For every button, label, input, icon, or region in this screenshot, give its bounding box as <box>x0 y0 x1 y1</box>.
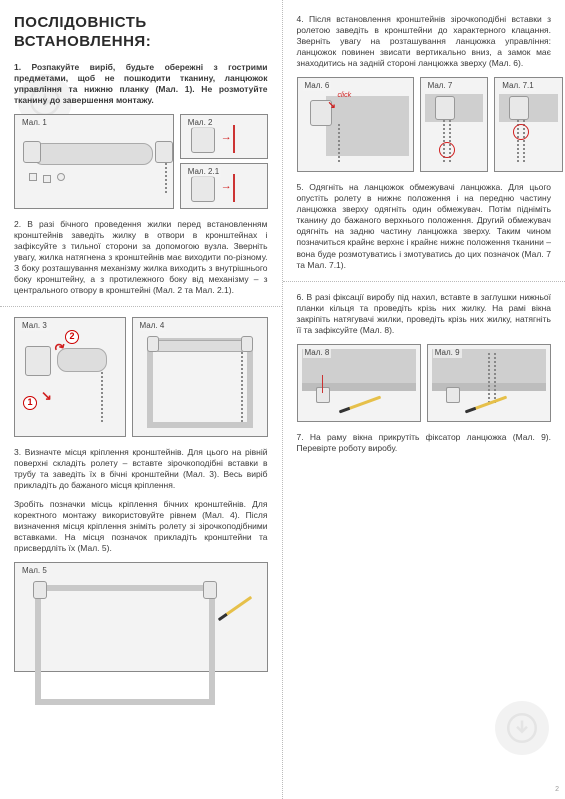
figure-5: Мал. 5 <box>14 562 268 672</box>
step-4-text: 4. Після встановлення кронштейнів зірочк… <box>297 14 552 69</box>
left-column: ПОСЛІДОВНІСТЬ ВСТАНОВЛЕННЯ: 1. Розпакуйт… <box>0 0 283 799</box>
figure-label: Мал. 2 <box>186 118 215 128</box>
figure-row-3: Мал. 5 <box>14 562 268 672</box>
figure-row-4: Мал. 6 click ↘ Мал. 7 Мал. 7.1 <box>297 77 552 172</box>
click-label: click <box>338 92 352 101</box>
step-7-text: 7. На раму вікна прикрутіть фіксатор лан… <box>297 432 552 454</box>
figure-label: Мал. 7 <box>426 81 455 91</box>
figure-row-2: Мал. 3 1 2 ↘ ↷ Мал. 4 <box>14 317 268 437</box>
page-number: 2 <box>555 786 559 795</box>
step-2-text: 2. В разі бічного проведення жилки перед… <box>14 219 268 296</box>
figure-label: Мал. 4 <box>138 321 167 331</box>
figure-row-5: Мал. 8 Мал. 9 <box>297 344 552 422</box>
figure-2-1: Мал. 2.1 → <box>180 163 269 209</box>
step-3a-text: 3. Визначте місця кріплення кронштейнів.… <box>14 447 268 491</box>
figure-label: Мал. 6 <box>303 81 332 91</box>
step-3b-text: Зробіть позначки місць кріплення бічних … <box>14 499 268 554</box>
figure-6: Мал. 6 click ↘ <box>297 77 414 172</box>
figure-3: Мал. 3 1 2 ↘ ↷ <box>14 317 126 437</box>
figure-label: Мал. 7.1 <box>500 81 535 91</box>
step-6-text: 6. В разі фіксації виробу під нахил, вст… <box>297 292 552 336</box>
figure-2: Мал. 2 → <box>180 114 269 160</box>
figure-1: Мал. 1 <box>14 114 174 209</box>
step-5-text: 5. Одягніть на ланцюжок обмежувачі ланцю… <box>297 182 552 270</box>
figure-label: Мал. 2.1 <box>186 167 221 177</box>
page: ПОСЛІДОВНІСТЬ ВСТАНОВЛЕННЯ: 1. Розпакуйт… <box>0 0 565 799</box>
figure-label: Мал. 8 <box>303 348 332 358</box>
figure-row-1: Мал. 1 Мал. 2 → Мал. 2.1 <box>14 114 268 209</box>
figure-7: Мал. 7 <box>420 77 489 172</box>
step-1-text: 1. Розпакуйте виріб, будьте обережні з г… <box>14 62 268 106</box>
callout-2: 2 <box>65 330 79 344</box>
figure-label: Мал. 1 <box>20 118 49 128</box>
page-title: ПОСЛІДОВНІСТЬ ВСТАНОВЛЕННЯ: <box>14 14 268 52</box>
right-column: 4. Після встановлення кронштейнів зірочк… <box>283 0 565 799</box>
figure-7-1: Мал. 7.1 <box>494 77 563 172</box>
figure-8: Мал. 8 <box>297 344 421 422</box>
figure-9: Мал. 9 <box>427 344 551 422</box>
divider <box>0 306 282 307</box>
divider <box>283 281 565 282</box>
figure-4: Мал. 4 <box>132 317 268 437</box>
figure-label: Мал. 5 <box>20 566 49 576</box>
figure-label: Мал. 3 <box>20 321 49 331</box>
callout-1: 1 <box>23 396 37 410</box>
figure-label: Мал. 9 <box>433 348 462 358</box>
